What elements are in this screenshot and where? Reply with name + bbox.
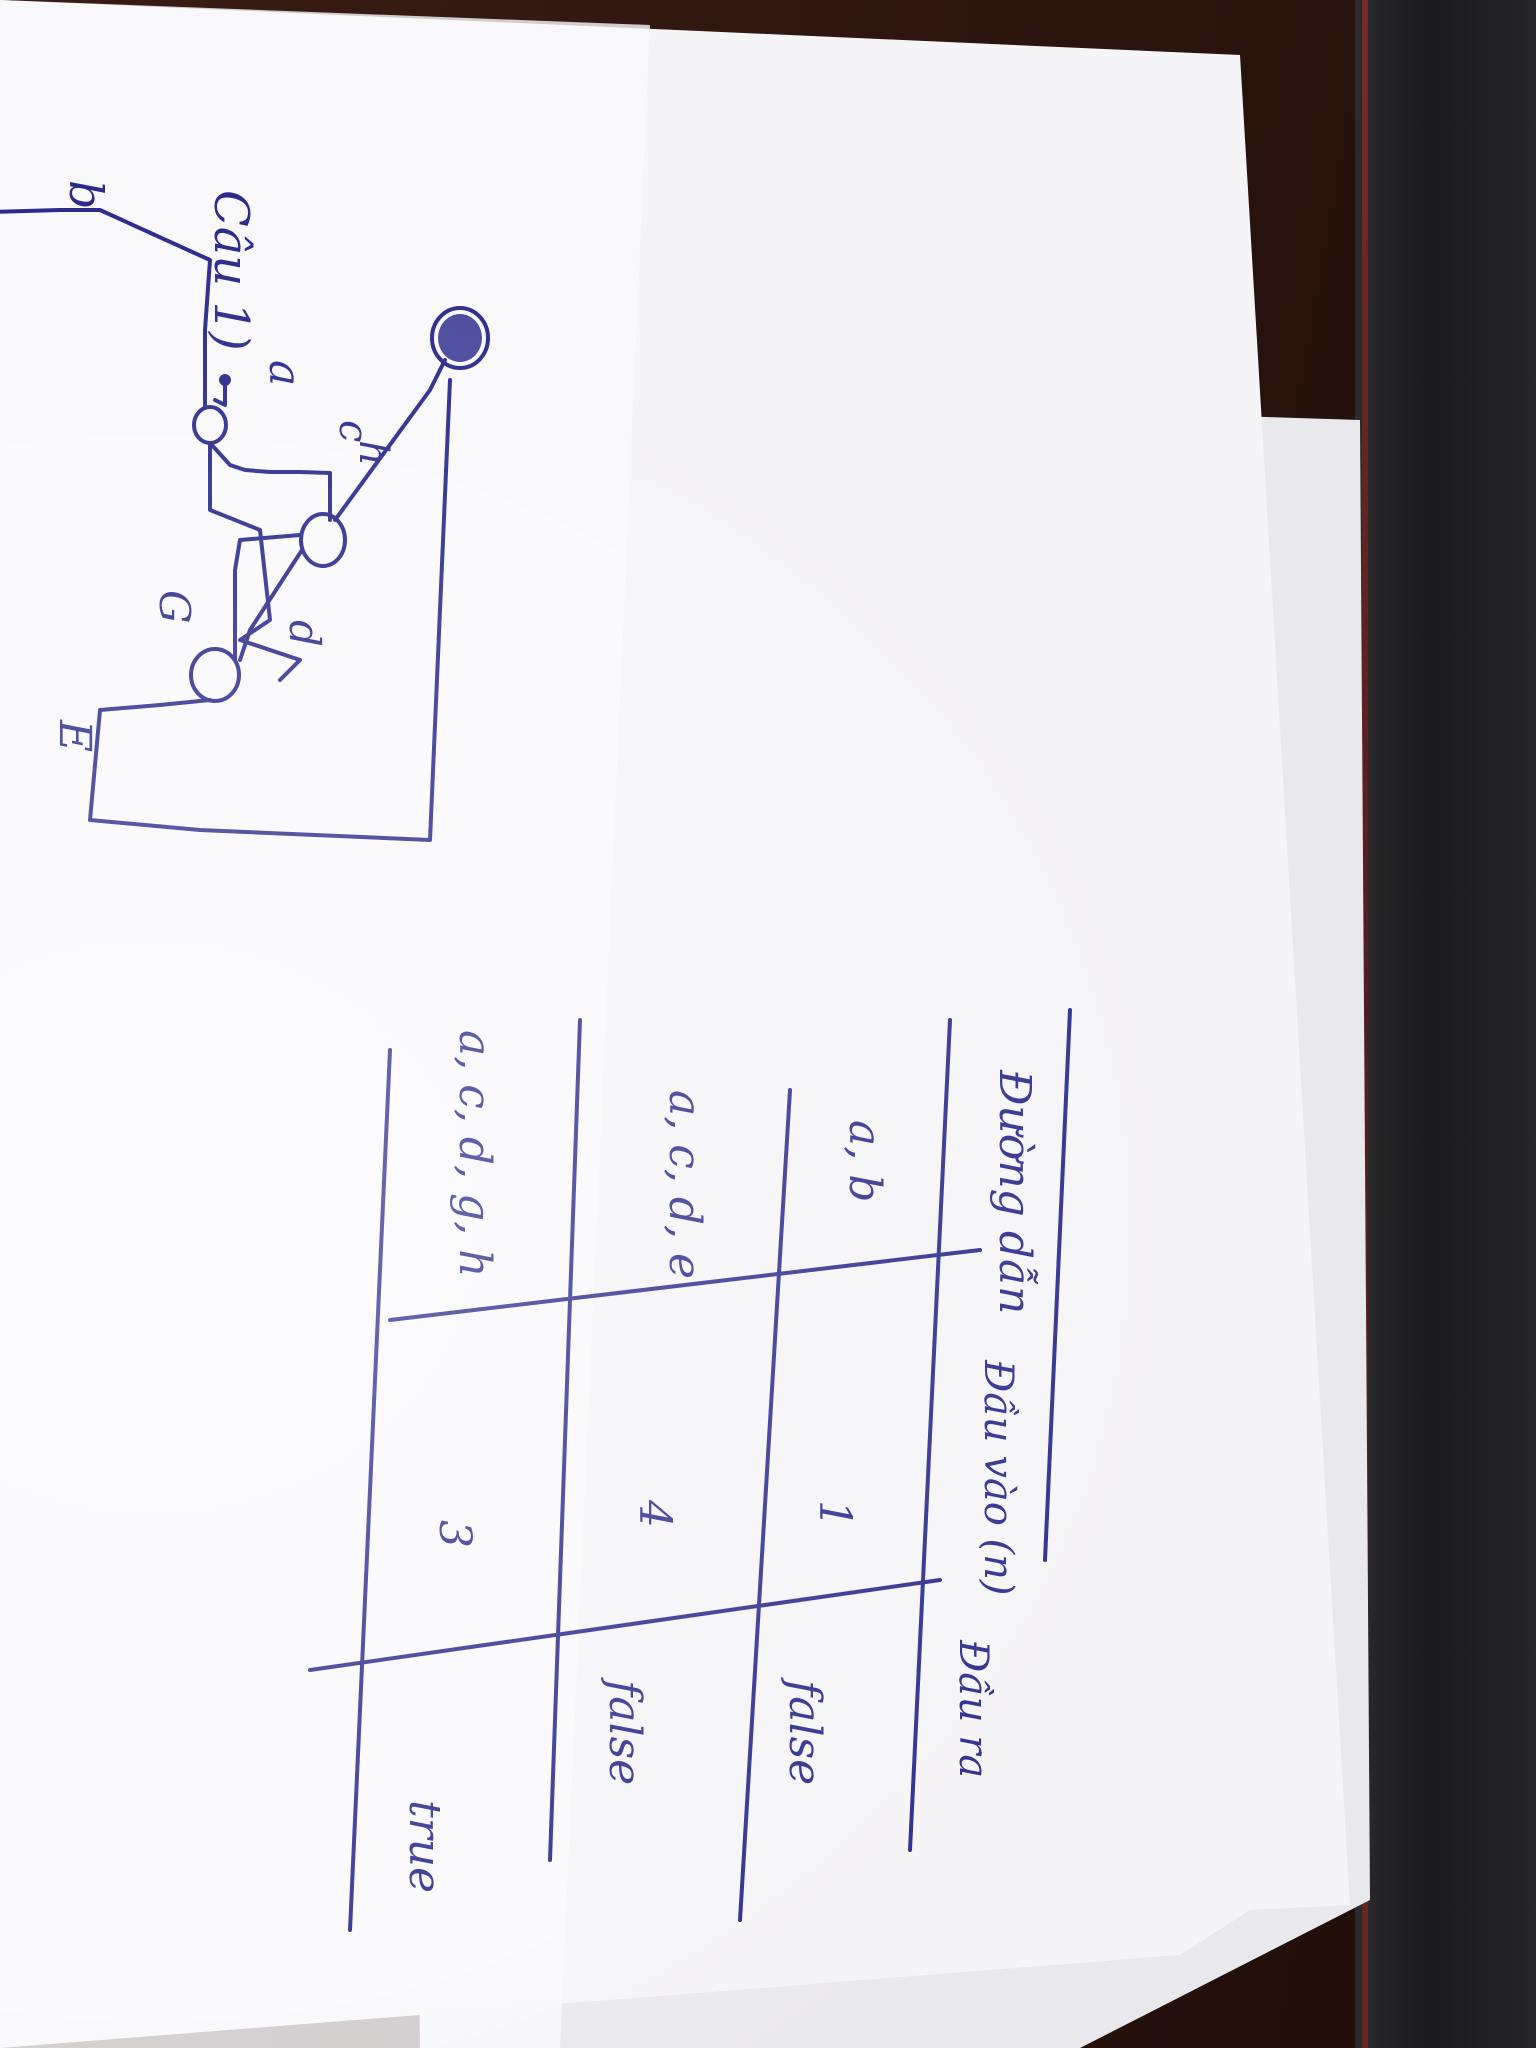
edge-d-line bbox=[238, 548, 304, 662]
node-3 bbox=[189, 647, 241, 703]
handwritten-page: Câu 1) a b c h bbox=[0, 180, 490, 842]
edge-label-c: c bbox=[330, 420, 376, 442]
table-row-2-output: false bbox=[599, 1677, 650, 1785]
final-node-ring bbox=[430, 306, 490, 370]
laptop-edge bbox=[1362, 0, 1368, 2048]
table-row-3-line bbox=[348, 1048, 392, 1932]
edge-label-e: E bbox=[49, 719, 100, 752]
control-flow-graph: a b c h d G bbox=[0, 180, 490, 842]
edge-label-g: G bbox=[150, 590, 199, 624]
table-header-top-line bbox=[1043, 1008, 1072, 1562]
edge-c-path bbox=[208, 441, 332, 522]
table-row-1-line bbox=[738, 1088, 792, 1922]
edge-h-line bbox=[333, 358, 447, 522]
table-row-3-path: a, c, d, g, h bbox=[449, 1030, 500, 1277]
edge-b-line bbox=[0, 208, 212, 410]
table-col-1-line bbox=[388, 1248, 982, 1322]
node-label-b: b bbox=[59, 180, 113, 209]
edge-label-d: d bbox=[280, 620, 329, 647]
table-row-1-output: false bbox=[779, 1677, 830, 1785]
question-label: Câu 1) bbox=[203, 190, 259, 351]
edge-e-line bbox=[88, 378, 452, 842]
table-header-input: Đầu vào (n) bbox=[975, 1359, 1021, 1596]
edge-label-a: a bbox=[259, 360, 310, 386]
table-row-1-path: a, b bbox=[839, 1120, 890, 1202]
table-header-output: Đầu ra bbox=[950, 1639, 996, 1778]
table-header-bottom-line bbox=[908, 1018, 952, 1852]
table-row-1-input: 1 bbox=[809, 1500, 860, 1528]
edge-g-line bbox=[233, 533, 302, 662]
table-row-2-line bbox=[548, 1018, 582, 1862]
table-row-2-path: a, c, d, e bbox=[659, 1090, 710, 1279]
node-2 bbox=[299, 512, 347, 568]
laptop-keyboard bbox=[1355, 0, 1536, 2048]
table-row-3-input: 3 bbox=[429, 1520, 480, 1548]
table-row-3-output: true bbox=[399, 1800, 450, 1893]
edge-c-line bbox=[208, 443, 302, 682]
paper-highlight bbox=[0, 0, 650, 2048]
edge-a-line bbox=[213, 378, 227, 407]
test-table: Đường dẫn Đầu vào (n) Đầu ra a, b 1 fals… bbox=[308, 1008, 1072, 1932]
final-node bbox=[438, 314, 482, 362]
table-col-2-line bbox=[308, 1578, 942, 1672]
edge-label-h: h bbox=[350, 440, 396, 466]
table-header-path: Đường dẫn bbox=[989, 1069, 1040, 1314]
table-row-2-input: 4 bbox=[629, 1499, 680, 1528]
